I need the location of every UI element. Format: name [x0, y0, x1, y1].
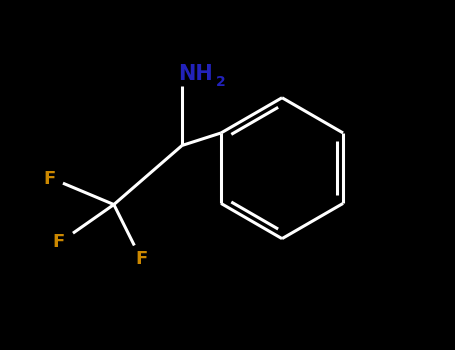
Text: NH: NH [178, 64, 213, 84]
Text: F: F [52, 233, 65, 251]
Text: 2: 2 [216, 75, 226, 89]
Text: F: F [43, 170, 56, 188]
Text: F: F [135, 250, 147, 268]
